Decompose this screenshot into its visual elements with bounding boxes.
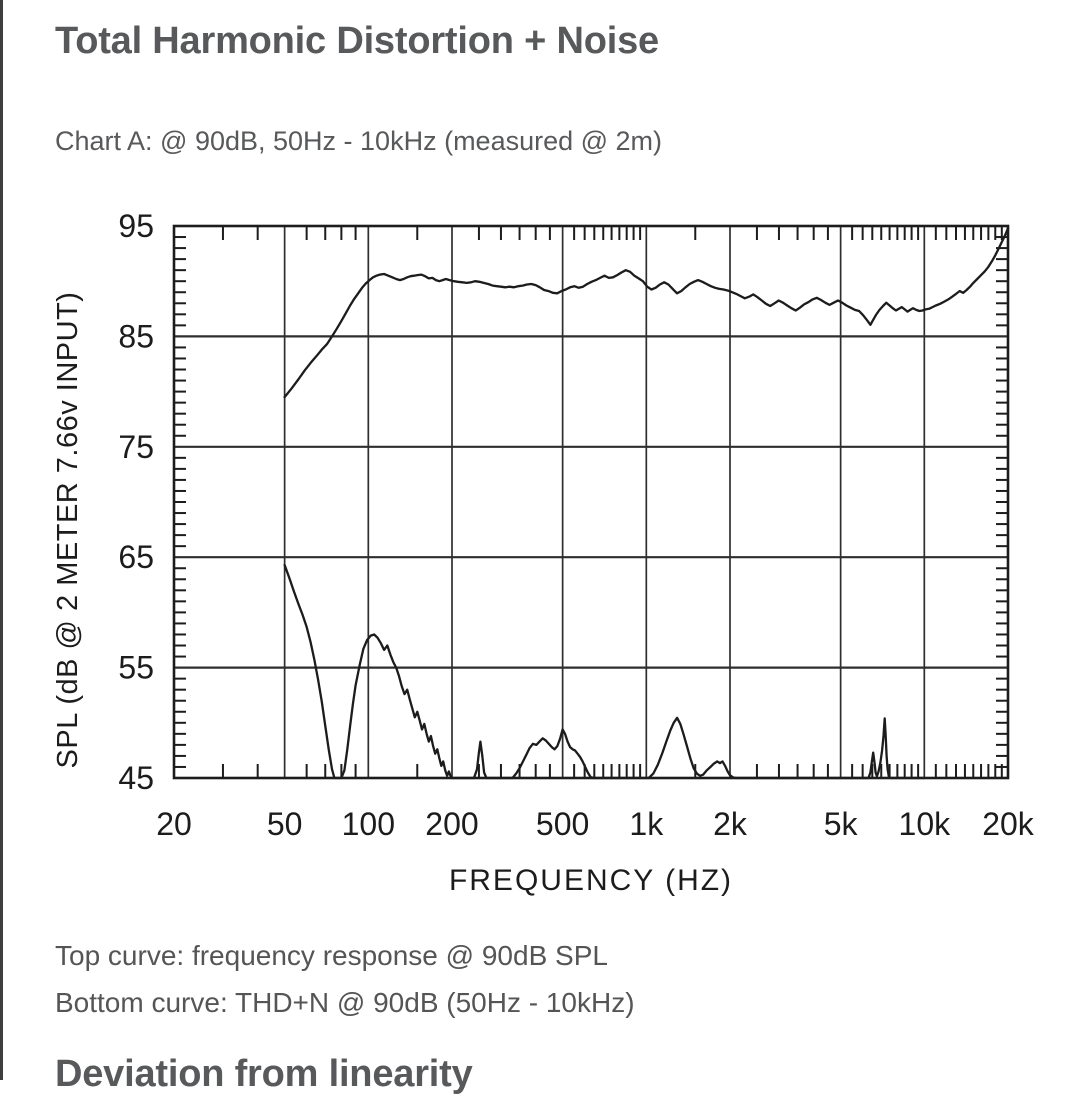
spl-tick-label: 55 [118, 650, 154, 686]
frequency-tick-label: 20 [156, 806, 192, 842]
thd-chart: 45 55 65 75 85 95 20 50 100 200 500 1k 2k 5k 10k 20k FRE… [30, 195, 1080, 910]
caption-top-curve: Top curve: frequency response @ 90dB SPL [55, 940, 608, 971]
frequency-tick-label: 2k [713, 806, 748, 842]
frequency-tick-label: 200 [425, 806, 478, 842]
spl-tick-label: 85 [118, 318, 154, 354]
frequency-tick-label: 10k [899, 806, 952, 842]
page-title: Total Harmonic Distortion + Noise [55, 20, 659, 62]
frequency-tick-label: 20k [982, 806, 1035, 842]
spl-tick-label: 95 [118, 208, 154, 244]
next-section-heading: Deviation from linearity [55, 1053, 473, 1095]
y-axis-title: SPL (dB @ 2 METER 7.66v INPUT) [52, 292, 84, 769]
frequency-tick-label: 50 [267, 806, 303, 842]
caption-bottom-curve: Bottom curve: THD+N @ 90dB (50Hz - 10kHz… [55, 987, 635, 1018]
frequency-tick-label: 500 [536, 806, 589, 842]
frequency-tick-label: 100 [342, 806, 395, 842]
frequency-tick-label: 1k [629, 806, 664, 842]
x-axis-title: FREQUENCY (HZ) [449, 864, 733, 897]
frequency-tick-label: 5k [824, 806, 859, 842]
thd-chart-canvas: 45 55 65 75 85 95 20 50 100 200 500 1k 2k 5k 10k 20k FRE… [52, 208, 1035, 897]
chart-subtitle: Chart A: @ 90dB, 50Hz - 10kHz (measured … [55, 126, 663, 156]
frequency-response-curve [283, 227, 1010, 399]
spl-tick-label: 45 [118, 760, 154, 796]
thd-noise-curve [283, 563, 926, 780]
screen-edge-line [0, 0, 3, 1080]
spl-tick-label: 75 [118, 429, 154, 465]
spl-tick-label: 65 [118, 539, 154, 575]
plot-frame [172, 224, 1010, 780]
